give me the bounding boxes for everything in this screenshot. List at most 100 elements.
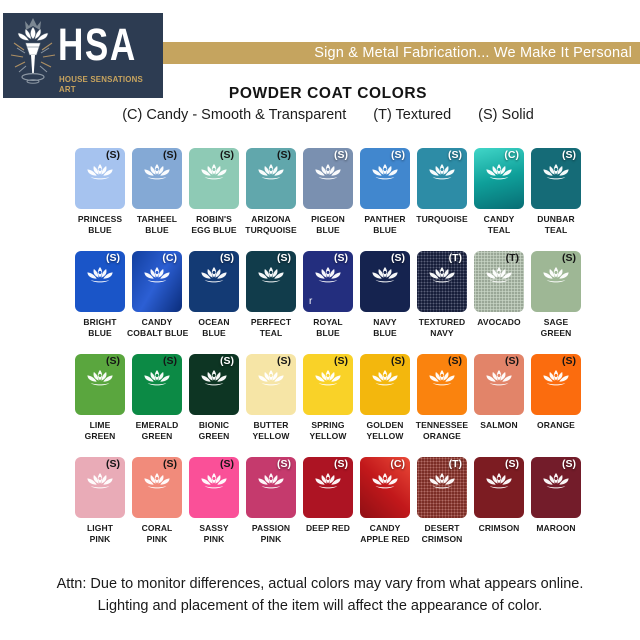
swatch-name-line: BLUE xyxy=(202,328,226,338)
swatch-name-line: COBALT BLUE xyxy=(127,328,189,338)
swatch-cell-textured-navy: (T) TEXTURED NAVY xyxy=(417,251,467,354)
lotus-icon xyxy=(372,370,398,386)
finish-code-label: (S) xyxy=(391,252,405,264)
swatch-cell-princess-blue: (S) PRINCESS BLUE xyxy=(75,148,125,251)
swatch-name-line: GREEN xyxy=(540,328,572,338)
finish-code-label: (S) xyxy=(505,355,519,367)
swatch-name-line: YELLOW xyxy=(366,431,404,441)
torch-lotus-logo-icon xyxy=(10,18,56,84)
legend-textured: (T) Textured xyxy=(373,107,452,123)
swatch-cell-orange: (S) ORANGE xyxy=(531,354,581,457)
swatch-cell-arizona-turquoise: (S) ARIZONA TURQUOISE xyxy=(245,148,297,251)
legend-candy: (C) Candy - Smooth & Transparent xyxy=(122,107,347,123)
swatch-name-line: GOLDEN xyxy=(366,420,404,430)
swatch-name: CANDY COBALT BLUE xyxy=(127,317,189,339)
swatch-cell-bright-blue: (S) BRIGHT BLUE xyxy=(75,251,125,354)
finish-code-label: (S) xyxy=(391,149,405,161)
finish-code-label: (S) xyxy=(562,458,576,470)
finish-code-label: (S) xyxy=(106,458,120,470)
lotus-icon xyxy=(486,267,512,283)
swatch-name: PANTHER BLUE xyxy=(355,214,415,236)
swatch-name-line: TEAL xyxy=(487,225,511,235)
swatch-orange: (S) xyxy=(531,354,581,415)
hsa-logo: HSA HOUSE SENSATIONS ART xyxy=(3,13,163,98)
swatch-cell-ocean-blue: (S) OCEAN BLUE xyxy=(189,251,239,354)
finish-code-label: (S) xyxy=(277,252,291,264)
swatch-maroon: (S) xyxy=(531,457,581,518)
swatch-name-line: BLUE xyxy=(145,225,169,235)
swatch-name: PRINCESS BLUE xyxy=(70,214,130,236)
swatch-cell-coral-pink: (S) CORAL PINK xyxy=(132,457,182,560)
swatch-cell-sassy-pink: (S) SASSY PINK xyxy=(189,457,239,560)
swatch-name: TURQUOISE xyxy=(412,214,472,225)
swatch-name-line: SALMON xyxy=(480,420,518,430)
swatch-name-line: CRIMSON xyxy=(421,534,463,544)
swatch-name-line: ROYAL xyxy=(313,317,343,327)
lotus-icon xyxy=(87,267,113,283)
swatch-name-line: TEXTURED xyxy=(418,317,466,327)
swatch-name-line: PANTHER xyxy=(364,214,406,224)
finish-code-label: (S) xyxy=(391,355,405,367)
finish-code-label: (S) xyxy=(505,458,519,470)
finish-code-label: (S) xyxy=(334,355,348,367)
swatch-coral-pink: (S) xyxy=(132,457,182,518)
swatch-name: BIONIC GREEN xyxy=(184,420,244,442)
swatch-robin-s-egg-blue: (S) xyxy=(189,148,239,209)
swatch-cell-perfect-teal: (S) PERFECT TEAL xyxy=(246,251,296,354)
swatch-light-pink: (S) xyxy=(75,457,125,518)
lotus-icon xyxy=(429,267,455,283)
swatch-name: LIME GREEN xyxy=(70,420,130,442)
swatch-cell-dunbar-teal: (S) DUNBAR TEAL xyxy=(531,148,581,251)
swatch-cell-royal-blue: (S) ROYAL BLUE xyxy=(303,251,353,354)
swatch-name-line: DESERT xyxy=(424,523,460,533)
lotus-icon xyxy=(543,164,569,180)
lotus-icon xyxy=(315,370,341,386)
swatch-name: SALMON xyxy=(469,420,529,431)
swatch-cell-sage-green: (S) SAGE GREEN xyxy=(531,251,581,354)
disclaimer-line2: Lighting and placement of the item will … xyxy=(97,598,543,614)
swatch-name: ROYAL BLUE xyxy=(298,317,358,339)
finish-code-label: (S) xyxy=(334,252,348,264)
lotus-icon xyxy=(429,370,455,386)
swatch-cell-bionic-green: (S) BIONIC GREEN xyxy=(189,354,239,457)
finish-code-label: (S) xyxy=(106,355,120,367)
swatch-name: ROBIN'S EGG BLUE xyxy=(184,214,244,236)
page-title: POWDER COAT COLORS xyxy=(228,85,428,102)
finish-code-label: (S) xyxy=(562,252,576,264)
swatch-butter-yellow: (S) xyxy=(246,354,296,415)
swatch-name-line: PERFECT xyxy=(250,317,292,327)
swatch-spring-yellow: (S) xyxy=(303,354,353,415)
finish-code-label: (S) xyxy=(334,458,348,470)
swatch-name-line: PINK xyxy=(260,534,282,544)
lotus-icon xyxy=(486,370,512,386)
swatch-cell-candy-cobalt-blue: (C) CANDY COBALT BLUE xyxy=(127,251,188,354)
swatch-name-line: EGG BLUE xyxy=(191,225,237,235)
swatch-name-line: TEAL xyxy=(259,328,283,338)
swatch-name: CANDY APPLE RED xyxy=(355,523,415,545)
lotus-icon xyxy=(144,164,170,180)
swatch-name: MAROON xyxy=(526,523,586,534)
swatch-name: NAVY BLUE xyxy=(355,317,415,339)
lotus-icon xyxy=(543,267,569,283)
swatch-cell-tennessee-orange: (S) TENNESSEE ORANGE xyxy=(416,354,468,457)
finish-code-label: (S) xyxy=(562,355,576,367)
swatch-passion-pink: (S) xyxy=(246,457,296,518)
lotus-icon xyxy=(201,164,227,180)
swatch-name-line: PRINCESS xyxy=(77,214,123,224)
lotus-icon xyxy=(315,267,341,283)
swatch-bionic-green: (S) xyxy=(189,354,239,415)
swatch-name-line: PINK xyxy=(146,534,168,544)
lotus-icon xyxy=(144,267,170,283)
swatch-name: PIGEON BLUE xyxy=(298,214,358,236)
lotus-icon xyxy=(201,370,227,386)
lotus-icon xyxy=(258,164,284,180)
swatch-cell-maroon: (S) MAROON xyxy=(531,457,581,560)
swatch-cell-deep-red: (S) DEEP RED xyxy=(303,457,353,560)
swatch-name-line: BLUE xyxy=(373,225,397,235)
finish-code-label: (T) xyxy=(505,252,519,264)
swatch-name-line: CORAL xyxy=(141,523,173,533)
swatch-name-line: GREEN xyxy=(198,431,230,441)
swatch-name: BUTTER YELLOW xyxy=(241,420,301,442)
tagline-banner: Sign & Metal Fabrication... We Make It P… xyxy=(140,42,640,64)
